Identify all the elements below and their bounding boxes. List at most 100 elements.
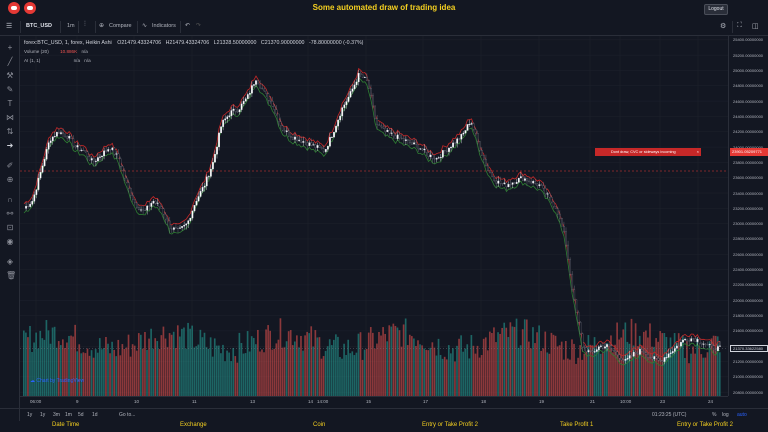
price-axis-label: 24000.00000000 <box>733 145 763 150</box>
watermark-text: Chart by TradingView <box>36 378 85 384</box>
chart-toolbar: ☰ BTC_USD 1m ⫶ ⊕ Compare ∿ Indicators ↶ … <box>0 18 768 36</box>
price-axis[interactable]: 25400.00000000 25200.00000000 25000.000000… <box>728 36 768 396</box>
candle-body <box>624 359 627 361</box>
volume-bar <box>692 346 694 396</box>
tradingview-watermark[interactable]: ☁ Chart by TradingView <box>30 378 84 384</box>
volume-bar <box>115 356 118 396</box>
candle-body <box>400 137 403 139</box>
ai-indicator-label[interactable]: AI (1, 1) <box>24 58 41 63</box>
candle-body <box>567 244 569 260</box>
candle-body <box>657 358 660 361</box>
volume-bar <box>257 329 259 396</box>
log-toggle[interactable]: log <box>722 412 729 418</box>
range-button[interactable]: 3m <box>53 412 60 418</box>
pattern-tool-icon[interactable]: ⋈ <box>6 113 14 122</box>
volume-bar <box>649 323 651 396</box>
range-button[interactable]: 1y <box>27 412 33 418</box>
volume-bar <box>92 357 95 396</box>
range-button[interactable]: 1d <box>92 412 98 418</box>
volume-bar <box>66 342 68 396</box>
compare-button[interactable]: Compare <box>109 23 132 29</box>
volume-bar <box>532 327 534 396</box>
volume-bar <box>542 348 545 396</box>
close-icon[interactable]: × <box>696 149 699 154</box>
volume-label[interactable]: Volume (20) <box>24 49 49 54</box>
candle-body <box>47 142 50 150</box>
volume-bar <box>642 331 645 396</box>
volume-bar <box>242 353 245 396</box>
chart-style-icon[interactable]: ⫶ <box>84 21 86 28</box>
zoom-in-icon[interactable]: ⊕ <box>6 175 14 184</box>
volume-bar <box>121 344 124 396</box>
brush-icon[interactable]: ✎ <box>6 85 14 94</box>
candle-body <box>643 351 645 353</box>
range-button[interactable]: 1m <box>65 412 72 418</box>
magnet-icon[interactable]: ∩ <box>7 195 13 204</box>
volume-bar <box>548 353 551 396</box>
crosshair-icon[interactable]: + <box>7 43 13 52</box>
trend-line-icon[interactable]: ╱ <box>7 57 13 66</box>
candle-body <box>487 165 489 171</box>
lock-drawings-icon[interactable]: ⚯ <box>6 209 14 218</box>
volume-bar <box>595 348 598 396</box>
volume-bar <box>113 349 115 396</box>
auto-toggle[interactable]: auto <box>737 412 747 418</box>
indicators-icon[interactable]: ∿ <box>142 23 148 29</box>
fullscreen-icon[interactable]: ⛶ <box>737 22 742 29</box>
volume-bar <box>72 336 74 396</box>
candle-body <box>62 132 64 135</box>
volume-bar <box>486 350 489 396</box>
screenshot-icon[interactable]: ◫ <box>752 23 759 30</box>
series-title[interactable]: forex:BTC_USD, 1, forex, Heikin Ashi <box>24 40 112 46</box>
ruler-icon[interactable]: ✐ <box>6 161 14 170</box>
percent-toggle[interactable]: % <box>712 412 717 418</box>
volume-bar <box>517 347 520 396</box>
interval-button[interactable]: 1m <box>67 23 75 29</box>
text-tool-icon[interactable]: T <box>7 99 13 108</box>
range-button[interactable]: Go to... <box>119 412 136 418</box>
price-chart[interactable] <box>20 36 728 396</box>
volume-bar <box>252 337 255 396</box>
volume-bar <box>298 347 300 396</box>
menu-icon[interactable]: ☰ <box>6 23 13 30</box>
lock-icon[interactable]: ⊡ <box>6 223 14 232</box>
candle-body <box>302 141 305 143</box>
range-button[interactable]: 5d <box>78 412 84 418</box>
indicators-button[interactable]: Indicators <box>152 23 176 29</box>
volume-bar <box>195 346 198 396</box>
candle-body <box>60 132 62 134</box>
volume-bar <box>337 336 339 396</box>
candle-body <box>505 182 508 188</box>
candle-body <box>234 108 237 112</box>
back-arrow-icon[interactable]: ➜ <box>6 141 14 150</box>
time-axis[interactable]: 06:00 9 10 11 13 14 14:00 15 17 18 19 21 10:00 23 24 <box>20 396 728 408</box>
range-button[interactable]: 1y <box>40 412 46 418</box>
candle-body <box>524 178 526 181</box>
logout-button[interactable]: Logout <box>704 4 728 15</box>
volume-bar <box>571 339 573 396</box>
volume-bar <box>129 356 132 396</box>
prediction-tool-icon[interactable]: ⇅ <box>6 127 14 136</box>
undo-icon[interactable]: ↶ <box>185 23 191 29</box>
trash-icon[interactable]: 🗑 <box>6 271 17 280</box>
volume-bar <box>347 339 350 396</box>
candle-body <box>390 132 393 134</box>
symbol-search[interactable]: BTC_USD <box>26 23 52 29</box>
eye-icon[interactable]: ◉ <box>6 237 14 246</box>
price-axis-label: 23800.00000000 <box>733 159 764 165</box>
candle-body <box>58 132 60 134</box>
candle-body <box>597 346 600 350</box>
volume-bar <box>523 319 526 396</box>
compare-icon[interactable]: ⊕ <box>99 23 105 29</box>
candle-body <box>326 146 329 150</box>
volume-bar <box>536 332 538 396</box>
trade-idea-label[interactable]: Dont draw, CVC or sideways incoming × <box>595 148 701 156</box>
settings-icon[interactable]: ⚙ <box>720 23 727 30</box>
candle-body <box>651 357 654 360</box>
volume-bar <box>612 352 614 396</box>
volume-bar <box>250 336 253 396</box>
candle-body <box>123 170 126 179</box>
fib-tool-icon[interactable]: ⚒ <box>6 71 14 80</box>
layers-icon[interactable]: ◈ <box>6 257 14 266</box>
redo-icon[interactable]: ↷ <box>196 23 202 29</box>
